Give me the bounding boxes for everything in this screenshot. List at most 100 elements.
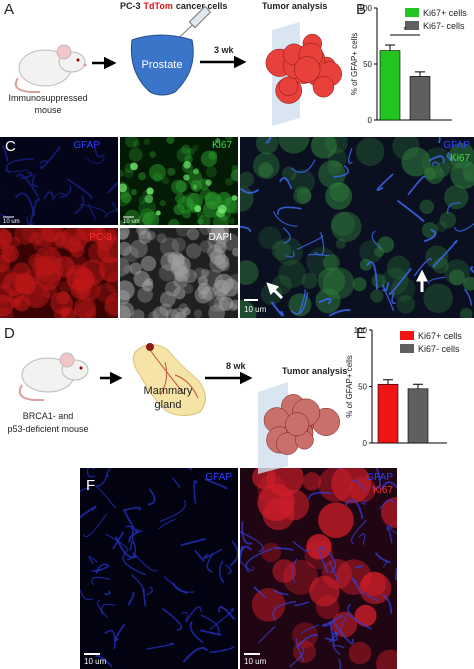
fiber	[298, 289, 306, 314]
cell	[205, 166, 217, 178]
fiber	[66, 178, 93, 200]
fiber	[204, 478, 228, 490]
channel-label: GFAP	[366, 472, 393, 483]
cell	[38, 260, 53, 276]
fiber	[347, 603, 373, 630]
fiber	[328, 308, 351, 317]
cell	[355, 137, 385, 167]
cell	[186, 228, 200, 241]
cell	[251, 587, 286, 622]
fiber	[376, 173, 394, 191]
channel-label: PC-3	[89, 232, 112, 243]
cell	[168, 218, 180, 225]
fiber	[350, 519, 367, 544]
cell	[60, 228, 88, 253]
y-axis-label: % of GFAP+ cells	[350, 33, 359, 95]
fiber	[218, 606, 236, 621]
cell	[448, 142, 474, 169]
fiber	[112, 531, 125, 550]
fiber	[74, 195, 85, 215]
cell	[448, 269, 466, 286]
model-label: mouse	[34, 105, 61, 115]
fiber	[194, 549, 205, 562]
fiber	[146, 642, 175, 650]
cell	[70, 278, 91, 300]
cell	[381, 267, 409, 295]
fiber	[318, 546, 329, 574]
cell	[194, 205, 202, 213]
fiber	[159, 499, 187, 523]
cell	[377, 236, 395, 253]
legend-label: Ki67- cells	[423, 21, 465, 31]
fiber	[146, 586, 153, 596]
fiber	[282, 227, 291, 244]
cell	[68, 234, 81, 247]
error-bar	[413, 383, 423, 389]
cell	[361, 571, 387, 597]
cell	[281, 166, 297, 182]
cell	[175, 180, 188, 193]
y-axis-label: % of GFAP+ cells	[345, 355, 354, 417]
fiber	[80, 589, 93, 601]
cell	[380, 497, 397, 529]
fiber	[43, 191, 55, 200]
fiber	[193, 480, 199, 504]
fiber	[94, 147, 106, 158]
cell	[214, 273, 234, 294]
cell	[28, 232, 43, 246]
cell	[240, 300, 257, 318]
organ-label: Mammary	[144, 385, 193, 397]
cell	[192, 168, 200, 175]
fiber	[371, 468, 381, 490]
cell	[318, 502, 354, 539]
cell	[9, 236, 21, 248]
cell	[349, 476, 376, 503]
channel-label: GFAP	[205, 472, 232, 483]
cell	[59, 306, 71, 317]
fiber	[389, 523, 397, 534]
fiber	[431, 161, 441, 167]
cell	[435, 221, 447, 233]
cell	[229, 299, 238, 310]
cell	[330, 211, 356, 236]
cell	[152, 306, 169, 318]
fiber	[95, 563, 108, 574]
cell	[228, 217, 236, 225]
cell	[386, 255, 411, 280]
cell	[15, 273, 37, 295]
cell	[197, 282, 210, 295]
cell	[186, 170, 203, 187]
cell	[460, 307, 473, 318]
cell	[331, 211, 362, 242]
cell	[257, 483, 295, 522]
fiber	[91, 576, 111, 586]
cell	[146, 187, 154, 195]
fiber	[388, 267, 413, 296]
cell	[138, 172, 147, 181]
cell	[129, 239, 148, 258]
fiber	[91, 564, 111, 572]
cell	[222, 233, 238, 251]
significance-label: *	[403, 25, 407, 35]
cell	[321, 558, 353, 589]
micrograph	[240, 468, 397, 669]
fiber	[344, 499, 364, 519]
fiber	[396, 199, 425, 222]
y-tick-label: 50	[363, 60, 372, 69]
cell	[200, 188, 212, 200]
fiber	[264, 137, 272, 144]
error-bar	[385, 44, 395, 51]
fiber	[16, 173, 39, 197]
legend-label: Ki67- cells	[418, 344, 460, 354]
fiber	[106, 181, 118, 194]
fiber	[394, 567, 397, 581]
fiber	[323, 468, 343, 470]
cell	[278, 137, 310, 154]
cell	[133, 270, 150, 288]
fiber	[295, 634, 318, 649]
cell	[425, 245, 449, 269]
fiber	[125, 525, 134, 551]
cell	[214, 229, 230, 245]
fiber	[106, 209, 118, 218]
